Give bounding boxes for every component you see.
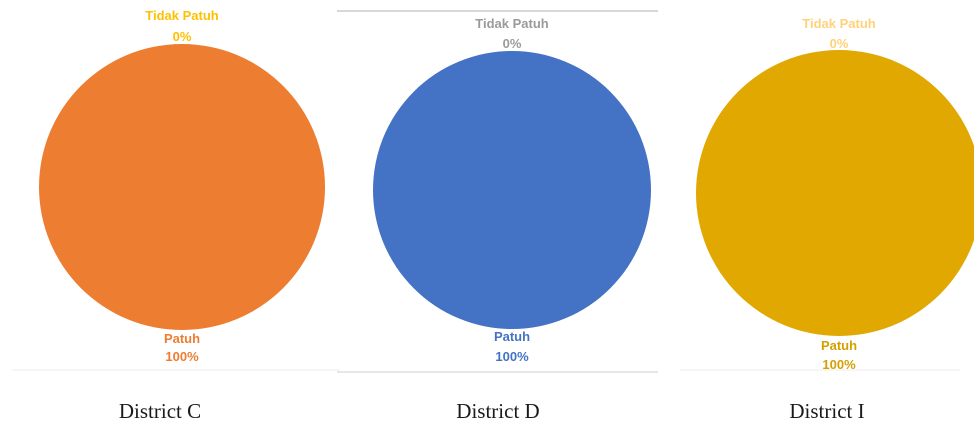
- chart-caption: District D: [456, 399, 539, 421]
- pie-label-tidak-patuh: Tidak Patuh: [475, 16, 549, 31]
- chart-caption: District C: [119, 399, 201, 421]
- pie-value-tidak-patuh: 0%: [503, 36, 522, 51]
- pie-chart-district-c: Tidak Patuh 0% Patuh 100% District C: [39, 8, 325, 421]
- pie-label-tidak-patuh: Tidak Patuh: [802, 16, 876, 31]
- pie-label-patuh: Patuh: [164, 331, 200, 346]
- pie-slice-patuh: [696, 50, 974, 336]
- pie-label-patuh: Patuh: [821, 338, 857, 353]
- pie-value-tidak-patuh: 0%: [830, 36, 849, 51]
- pie-value-tidak-patuh: 0%: [173, 29, 192, 44]
- pie-chart-district-d: Tidak Patuh 0% Patuh 100% District D: [373, 16, 651, 421]
- pie-label-patuh: Patuh: [494, 329, 530, 344]
- pie-value-patuh: 100%: [822, 357, 856, 372]
- pie-label-tidak-patuh: Tidak Patuh: [145, 8, 219, 23]
- pie-slice-patuh: [373, 51, 651, 329]
- pie-chart-district-i: Tidak Patuh 0% Patuh 100% District I: [696, 16, 974, 421]
- pie-value-patuh: 100%: [165, 349, 199, 364]
- chart-caption: District I: [789, 399, 864, 421]
- pie-slice-patuh: [39, 44, 325, 330]
- pie-value-patuh: 100%: [495, 349, 529, 364]
